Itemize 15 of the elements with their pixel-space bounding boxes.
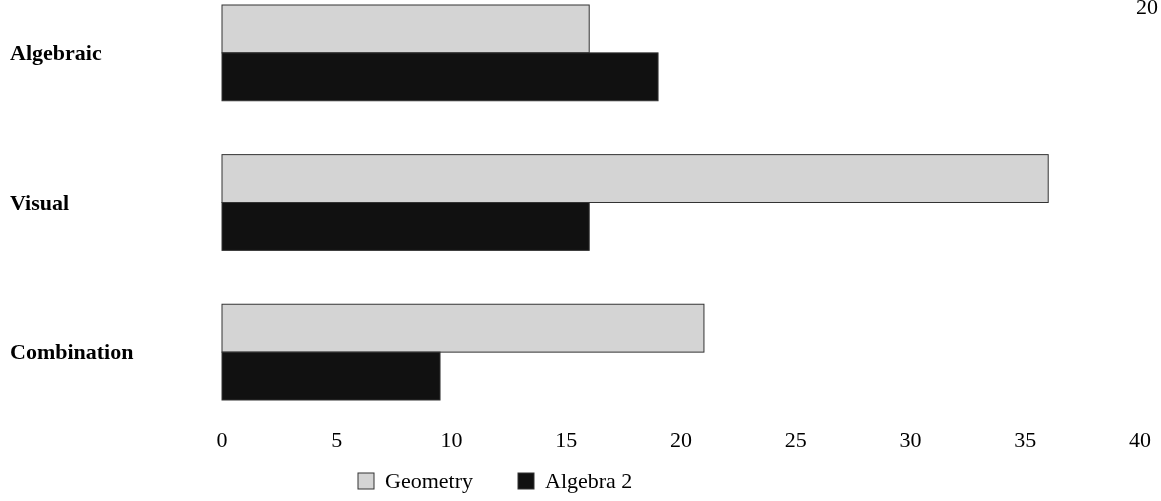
x-tick-label: 40	[1129, 427, 1151, 452]
legend-label: Algebra 2	[545, 468, 633, 493]
x-tick-label: 10	[440, 427, 463, 452]
y-tick-label: Visual	[10, 189, 70, 215]
x-tick-label: 25	[784, 427, 807, 452]
x-tick-label: 15	[555, 427, 578, 452]
x-tick-label: 20	[670, 427, 692, 452]
x-tick-label: 0	[216, 427, 228, 452]
x-tick-label: 30	[899, 427, 922, 452]
y-tick-label: Combination	[10, 339, 134, 365]
x-tick-label: 35	[1014, 427, 1037, 452]
annotation: 20	[1136, 0, 1158, 19]
legend-label: Geometry	[385, 468, 473, 493]
x-tick-label: 5	[331, 427, 343, 452]
y-tick-label: Algebraic	[10, 39, 102, 65]
